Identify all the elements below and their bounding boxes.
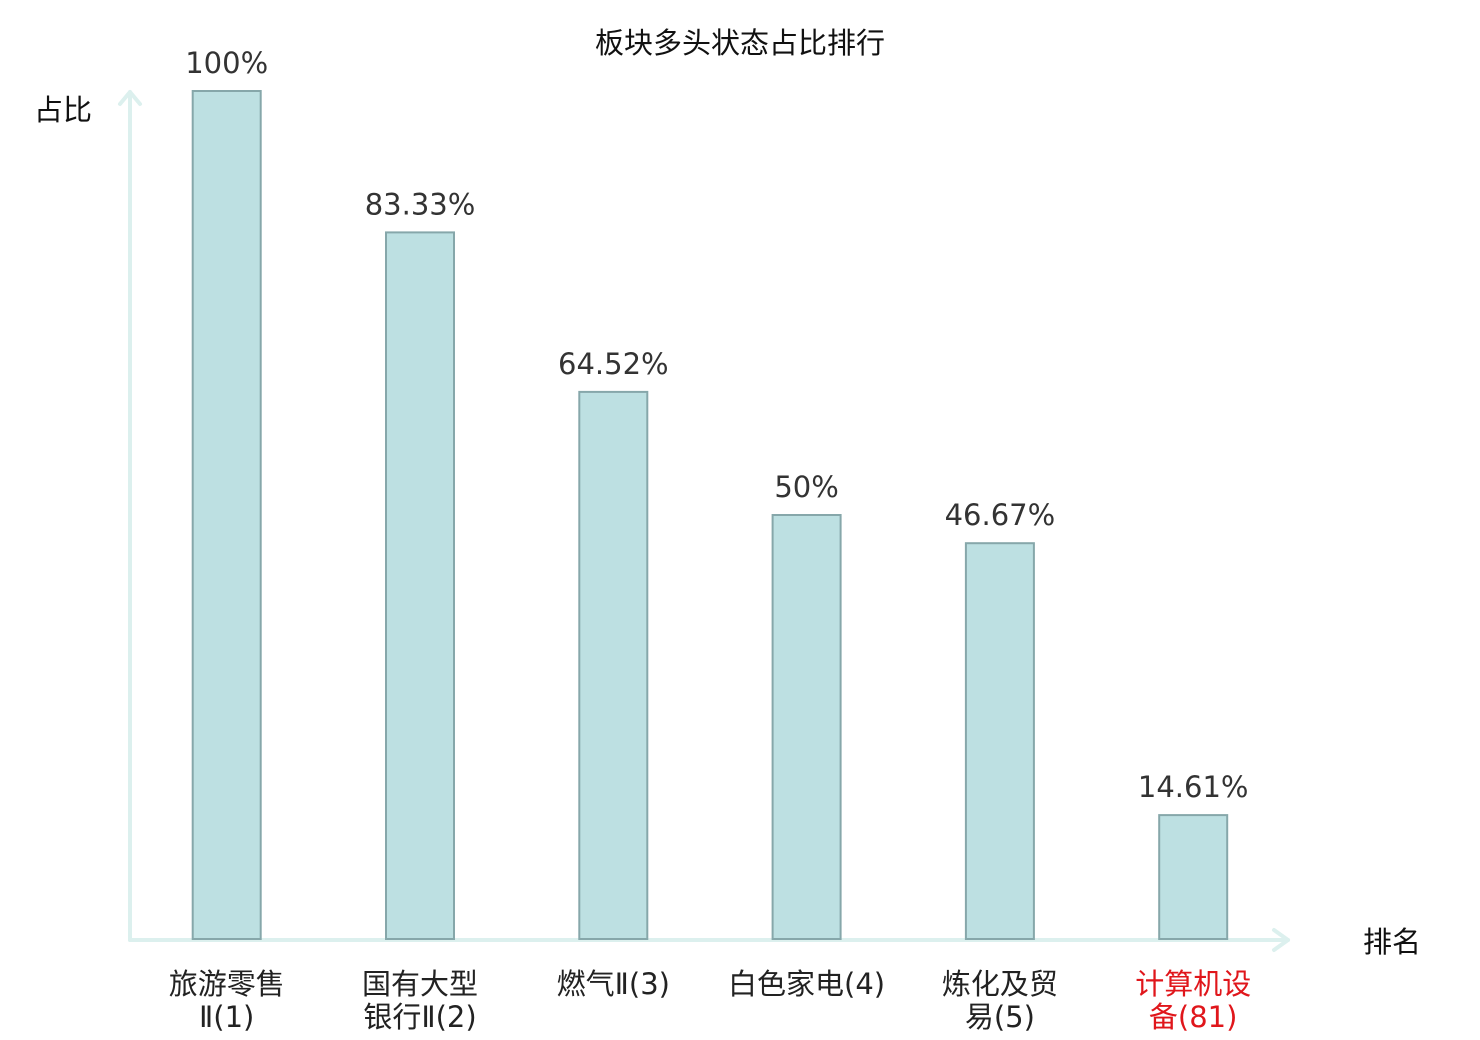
- category-label-line: 易(5): [965, 1000, 1035, 1034]
- category-label-3: 燃气Ⅱ(3): [557, 967, 670, 1001]
- value-labels: 100% 83.33% 64.52% 50% 46.67% 14.61%: [185, 46, 1248, 804]
- bars: [191, 90, 1229, 940]
- category-label-5: 炼化及贸易(5): [942, 967, 1058, 1034]
- x-axis-arrow: [1272, 928, 1290, 952]
- bar-4: [771, 514, 842, 940]
- category-label-6: 计算机设备(81): [1135, 967, 1251, 1034]
- category-labels: 旅游零售 Ⅱ(1) 国有大型银行Ⅱ(2) 燃气Ⅱ(3) 白色家电(4) 炼化及贸易(5) 计…: [169, 967, 1252, 1034]
- bar-3: [578, 390, 649, 940]
- category-label-line: 备(81): [1149, 1000, 1238, 1034]
- category-label-line: Ⅱ(1): [199, 1000, 254, 1034]
- category-label-line: 炼化及贸: [942, 967, 1058, 1001]
- value-label-6: 14.61%: [1138, 770, 1249, 804]
- chart-title: 板块多头状态占比排行: [595, 26, 885, 60]
- category-label-2: 国有大型银行Ⅱ(2): [362, 967, 478, 1034]
- category-label-line: 计算机设: [1135, 967, 1251, 1001]
- y-axis-arrow: [118, 90, 142, 106]
- bar-6: [1158, 814, 1229, 940]
- category-label-4: 白色家电(4): [728, 967, 885, 1001]
- category-label-1: 旅游零售 Ⅱ(1): [169, 967, 285, 1034]
- category-label-line: 旅游零售: [169, 967, 285, 1001]
- value-label-4: 50%: [774, 470, 838, 504]
- bar-1: [191, 90, 262, 940]
- axes: [118, 90, 1290, 952]
- value-label-5: 46.67%: [945, 498, 1056, 532]
- category-label-line: 燃气Ⅱ(3): [557, 967, 670, 1001]
- bar-2: [385, 231, 455, 940]
- value-label-1: 100%: [185, 46, 268, 80]
- bar-5: [964, 542, 1035, 940]
- category-label-line: 白色家电(4): [728, 967, 885, 1001]
- category-label-line: 银行Ⅱ(2): [363, 1000, 476, 1034]
- value-label-2: 83.33%: [365, 187, 476, 221]
- x-axis-label: 排名: [1363, 925, 1421, 959]
- value-label-3: 64.52%: [558, 347, 669, 381]
- y-axis-label: 占比: [34, 93, 92, 127]
- category-label-line: 国有大型: [362, 967, 478, 1001]
